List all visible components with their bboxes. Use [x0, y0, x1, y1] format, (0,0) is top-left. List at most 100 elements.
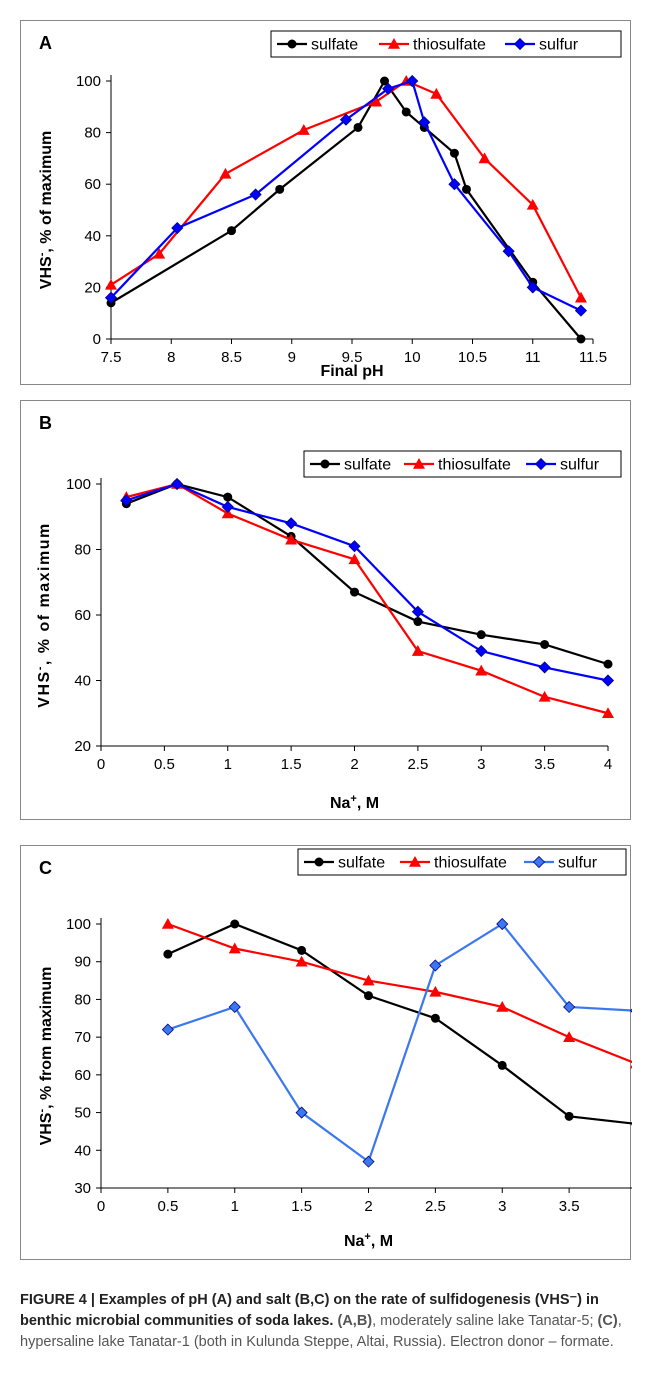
legend-marker	[532, 855, 546, 869]
legend-label: thiosulfate	[434, 855, 507, 872]
legend-label: sulfate	[344, 457, 391, 474]
data-point	[219, 167, 232, 179]
data-point	[275, 184, 285, 194]
x-tick-label: 10	[404, 349, 421, 366]
data-point	[285, 533, 298, 545]
y-tick-label: 60	[74, 607, 91, 624]
series-line	[110, 79, 582, 299]
chart-panel-a: A 0 20 40 60 80 100 7.5 8 8.5 9 9.5 10 10.5 11 11.5 Fin…	[20, 20, 631, 385]
x-axis-label: Na+, M	[344, 1231, 393, 1250]
y-tick-label: 60	[84, 176, 101, 193]
data-point	[364, 991, 373, 1001]
data-point	[120, 494, 133, 507]
legend-box	[270, 30, 622, 58]
x-tick-label: 1.5	[281, 756, 302, 773]
y-tick-label: 20	[74, 738, 91, 755]
y-tick-label: 70	[74, 1029, 91, 1046]
data-point	[249, 188, 262, 201]
x-tick-label: 0	[97, 1198, 105, 1215]
y-tick-label: 60	[74, 1067, 91, 1084]
data-point	[295, 955, 308, 967]
legend: sulfate thiosulfate sulfur	[297, 848, 627, 876]
data-point	[418, 116, 431, 129]
panel-letter: B	[39, 413, 52, 433]
x-tick-label: 1.5	[291, 1198, 312, 1215]
caption-ref-c: (C)	[597, 1313, 618, 1329]
y-tick-label: 100	[66, 476, 91, 493]
series-thiosulfate	[105, 75, 587, 303]
data-point	[297, 945, 307, 955]
y-tick-label: 40	[84, 228, 101, 245]
chart-panel-b: B 20 40 60 80 100 0 0.5 1 1.5 2 2.5 3 3.5 4 Na+, M VHS-…	[20, 400, 631, 820]
x-tick-label: 3	[498, 1198, 506, 1215]
legend-item: thiosulfate	[404, 457, 511, 474]
y-tick-label: 90	[74, 954, 91, 971]
legend-item: sulfur	[505, 37, 579, 54]
data-point	[411, 605, 424, 618]
data-point	[228, 1000, 241, 1014]
x-tick-label: 7.5	[101, 349, 122, 366]
data-point	[496, 917, 509, 931]
x-tick-label: 3.5	[559, 1198, 580, 1215]
y-tick-label: 80	[74, 991, 91, 1008]
x-tick-label: 1	[224, 756, 232, 773]
data-point	[104, 291, 118, 304]
data-point	[602, 707, 614, 719]
panel-letter: A	[39, 33, 52, 53]
data-point	[631, 1121, 632, 1126]
data-point	[448, 178, 461, 191]
legend-label: sulfate	[338, 855, 385, 872]
data-point	[564, 1111, 574, 1121]
data-point	[478, 152, 491, 164]
caption-text-2: , hypersaline lake Tanatar-1 (both in Ku…	[20, 1313, 622, 1350]
legend: sulfate thiosulfate sulfur	[303, 450, 622, 478]
x-tick-label: 3	[477, 756, 485, 773]
data-point	[380, 76, 390, 86]
data-point	[502, 245, 515, 258]
data-point	[413, 617, 423, 627]
x-tick-label: 8.5	[221, 349, 242, 366]
data-point	[629, 1008, 632, 1013]
x-tick-label: 4	[604, 756, 612, 773]
data-point	[223, 492, 233, 502]
y-tick-label: 0	[93, 331, 101, 348]
data-point	[563, 1031, 576, 1042]
data-point	[574, 304, 588, 317]
data-point	[538, 661, 551, 674]
x-tick-label: 8	[167, 349, 175, 366]
series-line	[167, 922, 632, 1164]
data-point	[105, 278, 117, 290]
y-tick-label: 100	[76, 73, 101, 90]
legend-marker	[409, 856, 421, 867]
data-point	[370, 95, 383, 107]
data-point	[563, 1000, 576, 1014]
legend-marker	[413, 458, 425, 469]
data-point	[362, 1155, 375, 1168]
data-point	[221, 500, 234, 513]
data-point	[382, 82, 395, 95]
data-point	[353, 122, 363, 132]
data-point	[497, 1060, 507, 1070]
y-axis-label: VHS-, % of maximum	[34, 522, 53, 707]
x-tick-label: 11	[525, 349, 541, 366]
legend-marker	[314, 857, 324, 867]
series-sulfur	[161, 917, 632, 1168]
x-tick-label: 3.5	[534, 756, 555, 773]
y-tick-label: 50	[74, 1105, 91, 1122]
data-point	[339, 113, 353, 126]
chart-panel-c: C 3040506070809010000.511.522.533.54Na+,…	[20, 845, 632, 1260]
data-point	[449, 148, 459, 158]
caption-ref-ab: (A,B)	[337, 1313, 373, 1329]
chart-a-svg: 0 20 40 60 80 100 7.5 8 8.5 9 9.5 10 10.5 11 11.5 Final…	[36, 30, 622, 380]
legend-marker	[534, 457, 548, 471]
caption-bold: FIGURE 4 | Examples of pH (A) and salt (…	[20, 1292, 599, 1329]
y-tick-label: 100	[66, 916, 91, 933]
data-point	[171, 221, 184, 235]
x-tick-label: 11.5	[579, 349, 607, 366]
legend-marker	[513, 37, 527, 51]
legend-marker	[320, 459, 330, 469]
legend: sulfate thiosulfate sulfur	[270, 30, 622, 58]
data-point	[538, 690, 551, 702]
legend-item: sulfur	[524, 855, 598, 872]
